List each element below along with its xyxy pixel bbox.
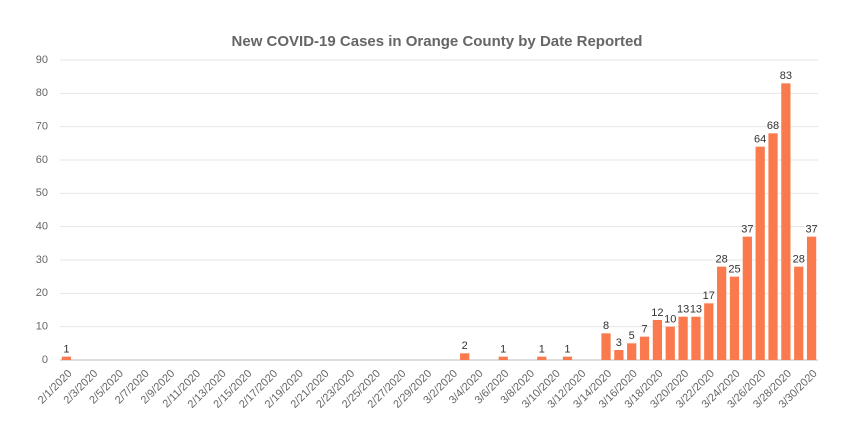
data-label: 28: [716, 254, 728, 266]
data-label: 28: [793, 254, 805, 266]
data-label: 8: [603, 320, 609, 332]
chart-title: New COVID-19 Cases in Orange County by D…: [232, 33, 643, 50]
bar: [614, 350, 624, 360]
bar: [537, 356, 547, 360]
data-label: 64: [754, 134, 766, 146]
y-tick-label: 70: [36, 121, 48, 133]
bar: [729, 276, 740, 360]
bar: [460, 353, 470, 360]
data-label: 1: [63, 344, 69, 356]
data-label: 37: [741, 224, 753, 236]
data-label: 13: [677, 304, 689, 316]
bar: [498, 356, 508, 360]
bar: [806, 236, 817, 360]
bar: [627, 343, 637, 360]
y-tick-label: 60: [36, 154, 48, 166]
data-label: 1: [564, 344, 570, 356]
bar: [652, 320, 663, 360]
data-label: 10: [664, 314, 676, 326]
bar: [794, 266, 804, 360]
data-label: 68: [767, 120, 779, 132]
bar: [781, 83, 791, 360]
bar: [755, 146, 765, 360]
data-label: 3: [616, 337, 622, 349]
bar: [742, 236, 752, 360]
y-tick-label: 20: [36, 287, 48, 299]
data-label: 12: [651, 307, 663, 319]
data-label: 13: [690, 304, 702, 316]
bar: [678, 316, 688, 360]
data-label: 2: [462, 340, 468, 352]
data-label: 5: [629, 330, 635, 342]
bar: [717, 266, 727, 360]
y-tick-label: 30: [36, 254, 48, 266]
y-tick-label: 90: [36, 54, 48, 66]
bar: [639, 336, 650, 360]
data-label: 25: [728, 264, 740, 276]
bar: [61, 356, 72, 360]
data-label: 1: [539, 344, 545, 356]
y-tick-label: 10: [36, 321, 48, 333]
bar: [691, 316, 701, 360]
bar: [562, 356, 573, 360]
bar: [768, 133, 778, 360]
bar: [665, 326, 675, 360]
data-label: 17: [703, 290, 715, 302]
y-tick-label: 40: [36, 221, 48, 233]
y-tick-label: 80: [36, 87, 48, 99]
y-tick-label: 50: [36, 187, 48, 199]
data-label: 1: [500, 344, 506, 356]
y-tick-label: 0: [42, 354, 48, 366]
data-label: 37: [805, 224, 817, 236]
data-label: 7: [641, 324, 647, 336]
bar: [704, 303, 714, 360]
bar: [601, 333, 611, 360]
data-label: 83: [780, 70, 792, 82]
